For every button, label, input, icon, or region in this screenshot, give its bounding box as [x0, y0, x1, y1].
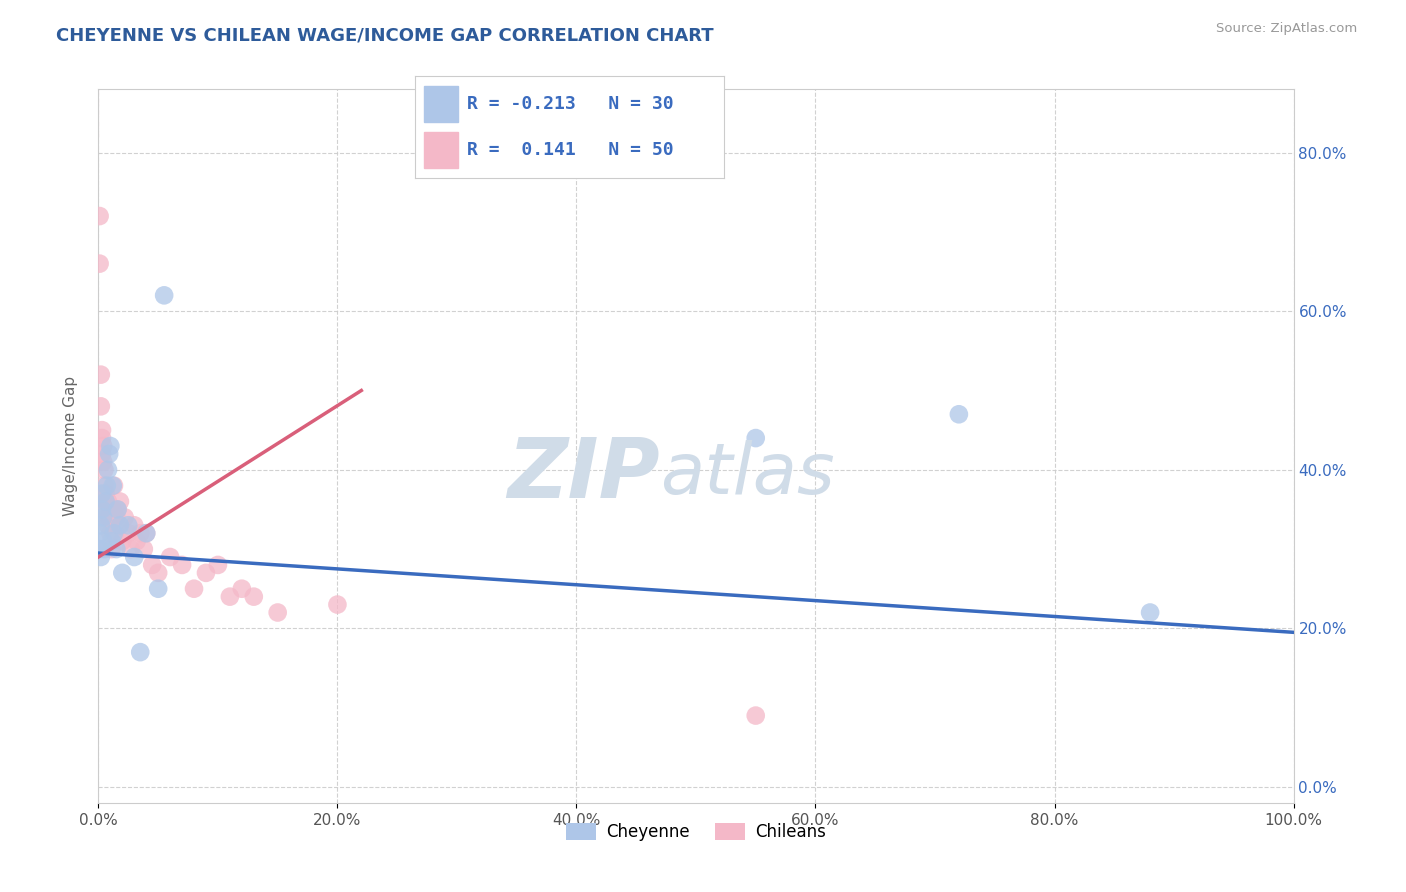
Text: R = -0.213   N = 30: R = -0.213 N = 30: [467, 95, 673, 113]
Point: [948, 407, 970, 421]
Point: [141, 558, 163, 572]
Point: [93, 463, 115, 477]
Y-axis label: Wage/Income Gap: Wage/Income Gap: [63, 376, 77, 516]
Point: [97, 463, 120, 477]
Point: [100, 542, 122, 557]
Point: [96, 510, 118, 524]
Point: [104, 526, 127, 541]
Point: [94, 486, 117, 500]
Point: [111, 534, 134, 549]
Point: [108, 494, 131, 508]
Point: [117, 518, 139, 533]
Point: [148, 566, 170, 580]
Point: [90, 518, 112, 533]
Point: [91, 502, 114, 516]
Point: [132, 542, 155, 557]
Point: [98, 502, 122, 516]
Point: [90, 549, 112, 564]
Point: [107, 518, 129, 533]
Point: [129, 645, 152, 659]
Point: [93, 542, 115, 557]
Point: [97, 494, 120, 508]
Point: [117, 526, 139, 541]
Point: [89, 257, 111, 271]
Point: [91, 423, 114, 437]
Text: Source: ZipAtlas.com: Source: ZipAtlas.com: [1216, 22, 1357, 36]
Point: [195, 566, 218, 580]
Point: [91, 534, 114, 549]
Point: [267, 606, 290, 620]
Point: [745, 708, 768, 723]
Point: [153, 288, 176, 302]
Point: [97, 518, 120, 533]
Point: [111, 566, 134, 580]
Point: [105, 542, 128, 557]
Point: [172, 558, 194, 572]
Point: [98, 510, 121, 524]
Point: [124, 518, 146, 533]
Point: [135, 526, 157, 541]
Point: [124, 549, 146, 564]
Point: [103, 526, 125, 541]
Point: [108, 518, 131, 533]
Point: [101, 502, 124, 516]
Point: [101, 478, 124, 492]
Point: [89, 526, 111, 541]
Point: [91, 510, 114, 524]
Point: [89, 542, 111, 557]
Point: [91, 439, 114, 453]
Legend: Cheyenne, Chileans: Cheyenne, Chileans: [560, 816, 832, 848]
Point: [98, 447, 121, 461]
Point: [129, 526, 152, 541]
Text: atlas: atlas: [661, 440, 835, 509]
Text: CHEYENNE VS CHILEAN WAGE/INCOME GAP CORRELATION CHART: CHEYENNE VS CHILEAN WAGE/INCOME GAP CORR…: [56, 27, 714, 45]
Point: [1139, 606, 1161, 620]
Point: [91, 455, 114, 469]
Point: [135, 526, 157, 541]
Point: [98, 439, 122, 453]
Text: ZIP: ZIP: [508, 434, 661, 515]
Point: [96, 478, 118, 492]
Point: [90, 368, 112, 382]
Text: R =  0.141   N = 50: R = 0.141 N = 50: [467, 141, 673, 159]
Point: [90, 400, 112, 414]
Point: [243, 590, 266, 604]
Point: [91, 431, 114, 445]
Point: [183, 582, 205, 596]
Point: [326, 598, 349, 612]
Point: [107, 502, 129, 516]
Point: [89, 209, 111, 223]
Point: [103, 478, 125, 492]
Point: [91, 447, 114, 461]
Point: [93, 478, 115, 492]
Point: [98, 526, 122, 541]
Point: [107, 502, 129, 516]
Point: [207, 558, 229, 572]
Point: [231, 582, 253, 596]
Point: [159, 549, 181, 564]
Point: [745, 431, 768, 445]
Bar: [425, 132, 458, 168]
Point: [105, 510, 128, 524]
Point: [100, 534, 122, 549]
Point: [219, 590, 242, 604]
Bar: [425, 87, 458, 122]
Point: [91, 486, 114, 500]
Point: [125, 534, 148, 549]
Point: [94, 494, 117, 508]
Point: [114, 510, 136, 524]
Point: [94, 494, 117, 508]
Point: [148, 582, 170, 596]
Point: [120, 542, 142, 557]
Point: [96, 502, 118, 516]
